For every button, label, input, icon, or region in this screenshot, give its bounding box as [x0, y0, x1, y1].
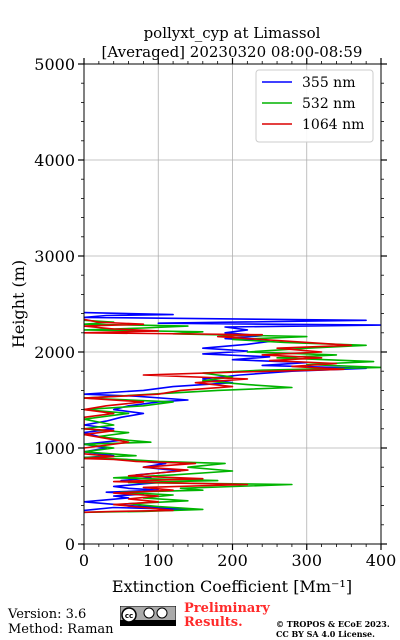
x-tick-label: 100 [143, 551, 174, 570]
series-line-1064-nm [84, 318, 353, 514]
cc-by-sa-badge: cc [120, 606, 176, 626]
chart-title: pollyxt_cyp at Limassol [144, 24, 321, 42]
y-tick-label: 4000 [34, 151, 75, 170]
x-tick-label: 200 [217, 551, 248, 570]
version-text: Version: 3.6 [8, 607, 87, 622]
x-tick-label: 400 [366, 551, 397, 570]
y-tick-label: 0 [65, 535, 75, 554]
y-tick-label: 1000 [34, 439, 75, 458]
copyright-line-1: © TROPOS & ECoE 2023. [276, 619, 390, 629]
copyright-notice: © TROPOS & ECoE 2023. CC BY SA 4.0 Licen… [276, 619, 390, 639]
x-tick-label: 0 [79, 551, 89, 570]
copyright-line-2: CC BY SA 4.0 License. [276, 629, 375, 639]
legend-label: 532 nm [302, 96, 355, 112]
y-axis-label: Height (m) [9, 260, 28, 348]
legend-label: 1064 nm [302, 117, 364, 133]
legend: 355 nm 532 nm 1064 nm [255, 69, 374, 143]
svg-text:cc: cc [125, 612, 133, 620]
y-tick-label: 3000 [34, 247, 75, 266]
method-text: Method: Raman [8, 622, 114, 637]
preliminary-results-note: Preliminary Results. [184, 601, 270, 630]
chart-subtitle: [Averaged] 20230320 08:00-08:59 [102, 43, 363, 61]
x-axis-label: Extinction Coefficient [Mm⁻¹] [112, 577, 352, 596]
legend-label: 355 nm [302, 75, 355, 91]
y-tick-label: 5000 [34, 55, 75, 74]
y-tick-label: 2000 [34, 343, 75, 362]
series-lines [84, 311, 381, 514]
x-tick-label: 300 [291, 551, 322, 570]
